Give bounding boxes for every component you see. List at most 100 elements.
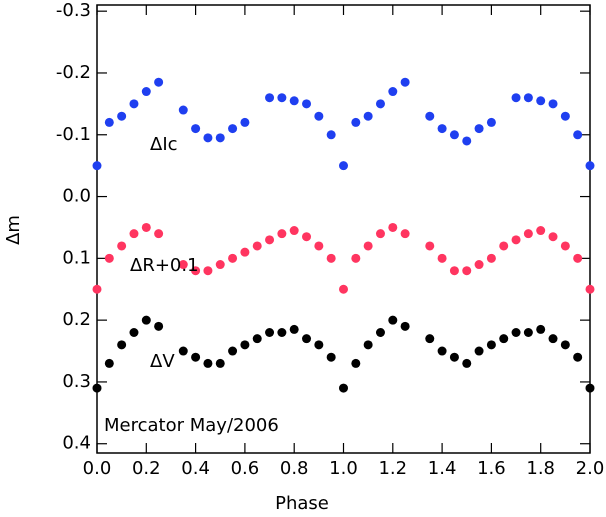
- data-point: [400, 229, 410, 239]
- data-point: [339, 161, 348, 171]
- data-point: [326, 130, 336, 140]
- y-tick-label: 0.4: [62, 433, 91, 454]
- data-point: [548, 334, 558, 344]
- x-axis-label: Phase: [275, 493, 329, 514]
- data-point: [486, 117, 496, 127]
- data-point: [425, 241, 435, 251]
- annotation: Mercator May/2006: [104, 415, 279, 436]
- data-point: [203, 133, 213, 143]
- data-point: [363, 241, 373, 251]
- data-point: [339, 284, 348, 294]
- data-point: [486, 253, 496, 263]
- data-point: [486, 340, 496, 350]
- data-point: [339, 383, 348, 393]
- data-point: [129, 99, 139, 109]
- data-point: [437, 253, 447, 263]
- x-tick-label: 0.6: [231, 458, 260, 479]
- data-point: [228, 253, 238, 263]
- x-tick-label: 0.2: [132, 458, 161, 479]
- x-tick-label: 1.0: [329, 458, 358, 479]
- data-point: [92, 383, 102, 393]
- data-point: [289, 96, 299, 106]
- data-point: [129, 229, 139, 239]
- data-point: [351, 253, 361, 263]
- data-point: [154, 321, 164, 331]
- data-point: [474, 346, 484, 356]
- x-tick-label: 2.0: [576, 458, 605, 479]
- data-point: [277, 229, 287, 239]
- data-point: [228, 124, 238, 134]
- x-tick-label: 1.4: [428, 458, 457, 479]
- data-point: [425, 334, 435, 344]
- data-point: [265, 235, 275, 245]
- y-tick-label: -0.1: [56, 124, 91, 145]
- data-point: [400, 321, 410, 331]
- y-axis-label: Δm: [3, 215, 24, 245]
- data-point: [437, 346, 447, 356]
- y-tick-label: 0.0: [62, 186, 91, 207]
- data-point: [92, 161, 102, 171]
- data-point: [425, 111, 435, 121]
- data-point: [141, 222, 151, 232]
- y-tick-label: -0.3: [56, 0, 91, 21]
- data-point: [573, 130, 583, 140]
- x-tick-label: 1.8: [526, 458, 555, 479]
- data-point: [536, 96, 546, 106]
- data-point: [228, 346, 238, 356]
- data-point: [363, 340, 373, 350]
- data-point: [302, 99, 312, 109]
- y-tick-label: 0.1: [62, 247, 91, 268]
- data-point: [117, 340, 127, 350]
- data-point: [252, 334, 262, 344]
- data-point: [536, 226, 546, 236]
- data-point: [523, 328, 533, 338]
- data-point: [388, 315, 398, 325]
- data-point: [302, 334, 312, 344]
- data-point: [560, 111, 570, 121]
- data-point: [104, 358, 114, 368]
- data-point: [523, 229, 533, 239]
- data-point: [117, 241, 127, 251]
- data-point: [462, 266, 472, 276]
- data-point: [585, 161, 595, 171]
- data-point: [351, 358, 361, 368]
- data-point: [449, 352, 459, 362]
- data-point: [536, 324, 546, 334]
- data-point: [449, 130, 459, 140]
- x-tick-label: 0.8: [280, 458, 309, 479]
- data-point: [289, 324, 299, 334]
- data-point: [302, 232, 312, 242]
- data-point: [462, 136, 472, 146]
- series-label: ΔR+0.1: [130, 255, 199, 276]
- data-point: [548, 99, 558, 109]
- data-point: [499, 334, 509, 344]
- data-point: [499, 241, 509, 251]
- data-point: [289, 226, 299, 236]
- data-point: [141, 315, 151, 325]
- data-point: [573, 253, 583, 263]
- data-point: [314, 340, 324, 350]
- data-point: [178, 260, 188, 270]
- data-point: [265, 93, 275, 103]
- data-point: [240, 340, 250, 350]
- data-point: [560, 340, 570, 350]
- data-point: [326, 253, 336, 263]
- data-point: [240, 117, 250, 127]
- data-point: [92, 284, 102, 294]
- series-label: ΔIc: [150, 134, 178, 155]
- data-point: [474, 124, 484, 134]
- data-point: [351, 117, 361, 127]
- data-point: [363, 111, 373, 121]
- data-point: [203, 358, 213, 368]
- data-point: [400, 77, 410, 87]
- data-point: [511, 235, 521, 245]
- data-point: [388, 222, 398, 232]
- data-point: [104, 117, 114, 127]
- series-label: ΔV: [150, 351, 175, 372]
- data-point: [191, 266, 201, 276]
- data-point: [191, 352, 201, 362]
- data-point: [474, 260, 484, 270]
- data-point: [375, 99, 385, 109]
- data-point: [215, 260, 225, 270]
